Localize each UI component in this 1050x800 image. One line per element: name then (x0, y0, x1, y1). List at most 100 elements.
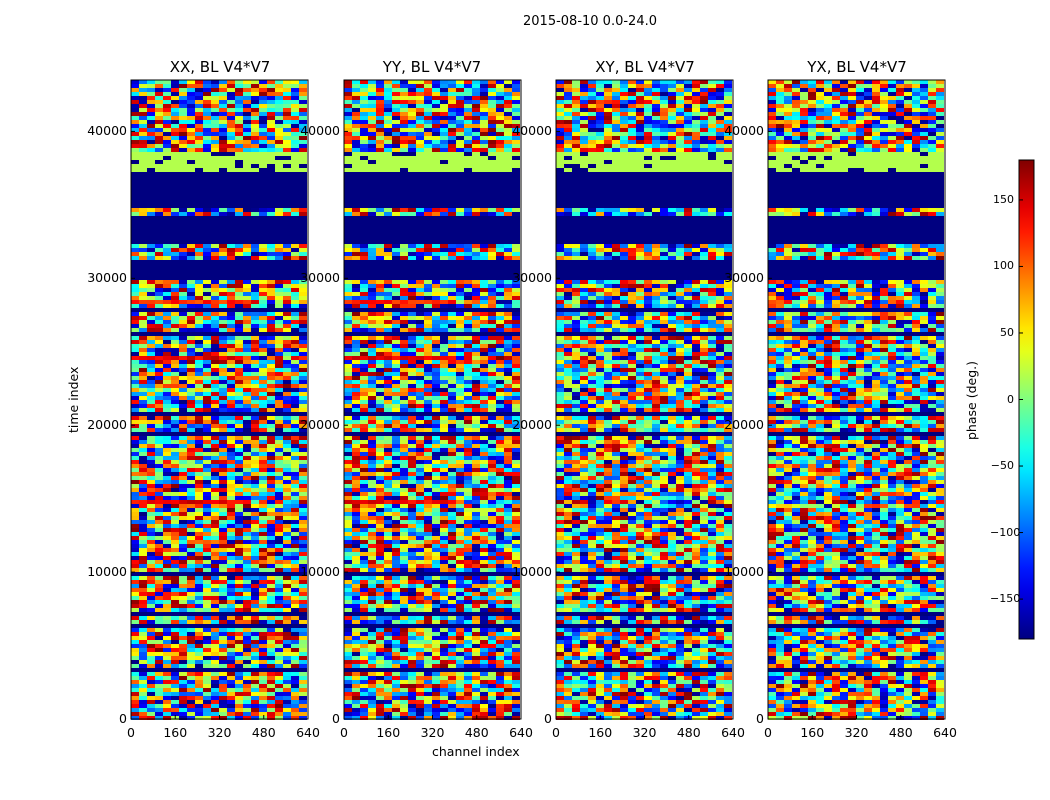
heatmap-cell (187, 532, 195, 536)
heatmap-cell (163, 468, 171, 472)
heatmap-cell (195, 256, 203, 260)
heatmap-cell (480, 264, 488, 268)
heatmap-cell (195, 468, 203, 472)
heatmap-cell (131, 372, 139, 376)
heatmap-cell (211, 444, 219, 448)
heatmap-cell (243, 492, 251, 496)
heatmap-cell (448, 236, 456, 240)
heatmap-cell (448, 192, 456, 196)
heatmap-cell (235, 104, 243, 108)
heatmap-cell (219, 688, 227, 692)
heatmap-cell (155, 224, 163, 228)
heatmap-cell (283, 232, 291, 236)
heatmap-cell (155, 640, 163, 644)
heatmap-cell (259, 108, 267, 112)
heatmap-cell (179, 252, 187, 256)
heatmap-cell (440, 152, 448, 156)
heatmap-cell (243, 364, 251, 368)
heatmap-cell (131, 80, 139, 84)
heatmap-cell (275, 652, 283, 656)
heatmap-cell (155, 568, 163, 572)
heatmap-cell (163, 308, 171, 312)
heatmap-cell (139, 652, 147, 656)
heatmap-cell (171, 176, 179, 180)
heatmap-cell (267, 308, 275, 312)
heatmap-cell (211, 528, 219, 532)
heatmap-cell (251, 432, 259, 436)
heatmap-cell (267, 476, 275, 480)
heatmap-cell (267, 608, 275, 612)
heatmap-cell (195, 376, 203, 380)
heatmap-cell (179, 132, 187, 136)
heatmap-cell (163, 252, 171, 256)
heatmap-cell (187, 264, 195, 268)
heatmap-cell (171, 504, 179, 508)
heatmap-cell (251, 428, 259, 432)
heatmap-cell (432, 324, 440, 328)
heatmap-cell (259, 544, 267, 548)
heatmap-cell (251, 180, 259, 184)
heatmap-cell (360, 108, 368, 112)
heatmap-cell (291, 512, 299, 516)
heatmap-cell (147, 400, 155, 404)
heatmap-cell (179, 532, 187, 536)
heatmap-cell (179, 332, 187, 336)
heatmap-cell (352, 288, 360, 292)
heatmap-cell (400, 156, 408, 160)
heatmap-cell (211, 472, 219, 476)
heatmap-cell (408, 136, 416, 140)
heatmap-cell (259, 496, 267, 500)
heatmap-cell (384, 260, 392, 264)
heatmap-cell (416, 260, 424, 264)
heatmap-cell (512, 144, 520, 148)
heatmap-cell (291, 284, 299, 288)
heatmap-cell (259, 376, 267, 380)
heatmap-cell (432, 316, 440, 320)
heatmap-cell (480, 180, 488, 184)
heatmap-cell (376, 328, 384, 332)
heatmap-cell (291, 624, 299, 628)
heatmap-cell (384, 324, 392, 328)
heatmap-cell (283, 324, 291, 328)
heatmap-cell (400, 288, 408, 292)
heatmap-cell (480, 240, 488, 244)
heatmap-cell (203, 584, 211, 588)
heatmap-cell (179, 316, 187, 320)
heatmap-cell (259, 124, 267, 128)
heatmap-cell (195, 716, 203, 720)
heatmap-cell (368, 144, 376, 148)
heatmap-cell (464, 224, 472, 228)
heatmap-cell (235, 172, 243, 176)
heatmap-cell (147, 208, 155, 212)
heatmap-cell (131, 188, 139, 192)
heatmap-cell (211, 108, 219, 112)
heatmap-cell (448, 204, 456, 208)
heatmap-cell (235, 308, 243, 312)
heatmap-cell (171, 500, 179, 504)
heatmap-cell (352, 240, 360, 244)
heatmap-cell (219, 308, 227, 312)
heatmap-cell (259, 612, 267, 616)
heatmap-cell (131, 576, 139, 580)
heatmap-cell (251, 416, 259, 420)
heatmap-cell (195, 548, 203, 552)
heatmap-cell (440, 224, 448, 228)
heatmap-cell (299, 236, 307, 240)
heatmap-cell (163, 508, 171, 512)
heatmap-cell (384, 252, 392, 256)
heatmap-cell (291, 208, 299, 212)
heatmap-cell (163, 108, 171, 112)
heatmap-cell (211, 432, 219, 436)
heatmap-cell (275, 368, 283, 372)
heatmap-cell (211, 480, 219, 484)
heatmap-cell (211, 196, 219, 200)
heatmap-cell (171, 532, 179, 536)
heatmap-cell (235, 312, 243, 316)
heatmap-cell (139, 628, 147, 632)
heatmap-cell (259, 652, 267, 656)
heatmap-cell (259, 492, 267, 496)
heatmap-cell (275, 708, 283, 712)
heatmap-cell (163, 212, 171, 216)
heatmap-cell (472, 192, 480, 196)
heatmap-cell (163, 572, 171, 576)
